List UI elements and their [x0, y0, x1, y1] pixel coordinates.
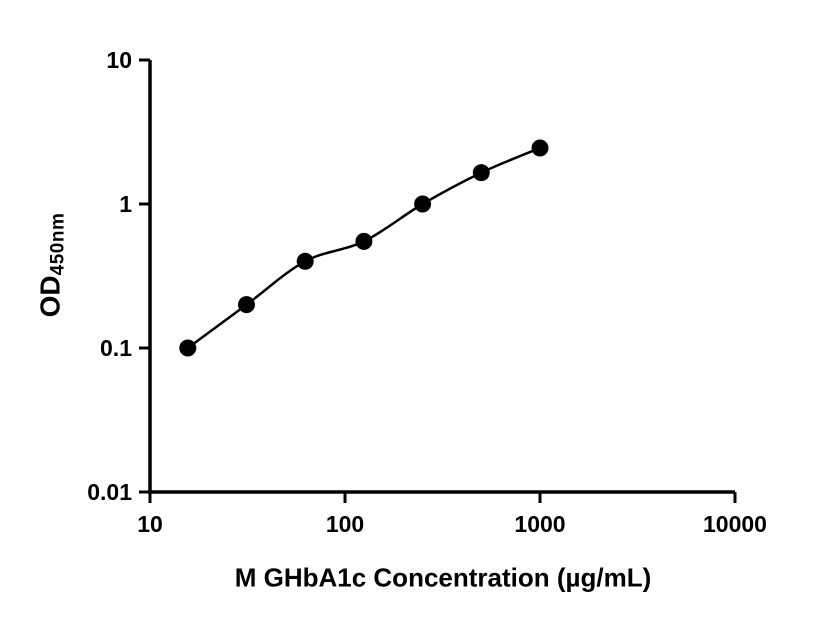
x-tick-label: 1000: [514, 511, 565, 537]
y-tick-label: 0.01: [87, 479, 132, 505]
x-axis-label: M GHbA1c Concentration (µg/mL): [235, 563, 652, 594]
y-axis-label-main: OD: [34, 275, 66, 318]
y-axis-label: OD450nm: [35, 213, 70, 318]
x-tick-label: 10: [137, 511, 163, 537]
y-tick-label: 1: [119, 191, 132, 217]
y-axis-label-subscript: 450nm: [47, 212, 69, 276]
y-tick-label: 10: [106, 47, 132, 73]
data-point-marker: [296, 252, 314, 270]
data-point-marker: [237, 296, 255, 314]
data-point-marker: [472, 164, 490, 182]
data-point-marker: [355, 232, 373, 250]
data-point-marker: [179, 339, 197, 357]
data-point-marker: [531, 139, 549, 157]
x-tick-label: 100: [326, 511, 364, 537]
data-point-marker: [414, 195, 432, 213]
x-tick-label: 10000: [703, 511, 767, 537]
y-tick-label: 0.1: [100, 335, 132, 361]
x-axis-label-text: M GHbA1c Concentration (µg/mL): [234, 562, 652, 593]
